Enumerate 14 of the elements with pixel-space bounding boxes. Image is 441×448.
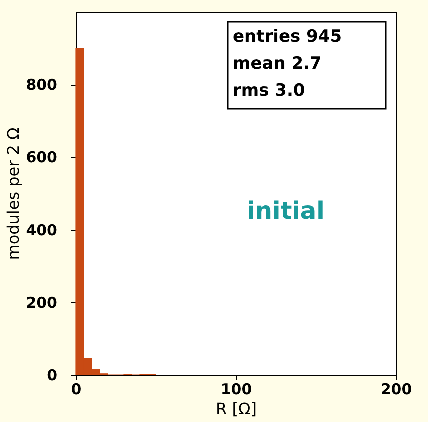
y-axis-title: modules per 2 Ω [4, 128, 24, 260]
y-tick-label: 400 [26, 221, 58, 240]
x-axis-title: R [Ω] [216, 400, 257, 418]
y-tick-label: 600 [26, 148, 58, 167]
x-tick-label: 200 [380, 380, 412, 398]
x-tick-label: 100 [220, 380, 252, 398]
x-tick-label: 0 [71, 380, 82, 398]
annotation: initial [247, 197, 325, 225]
annotation: rms 3.0 [233, 81, 306, 101]
y-tick-label: 800 [26, 76, 58, 94]
annotation: mean 2.7 [233, 54, 322, 74]
y-tick-label: 200 [26, 294, 58, 312]
y-tick-label: 0 [47, 366, 58, 384]
annotation: entries 945 [233, 27, 342, 47]
